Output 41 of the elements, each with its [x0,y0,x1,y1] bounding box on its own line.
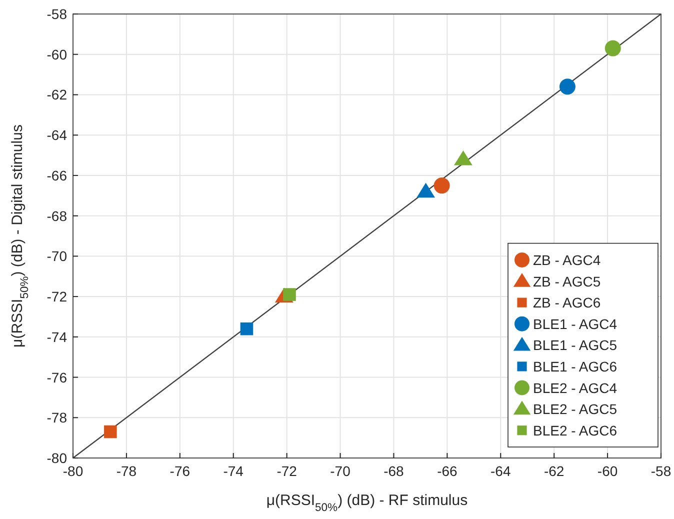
point [559,78,576,95]
x-tick-label: -72 [276,463,298,479]
y-tick-label: -58 [46,6,68,22]
y-tick-label: -62 [46,86,68,103]
x-tick-label: -76 [170,463,190,479]
y-tick-label: -78 [46,410,68,426]
x-tick-label: -78 [116,463,137,479]
y-tick-label: -68 [46,208,68,224]
x-tick-label: -68 [384,463,404,479]
x-tick-label: -58 [650,463,672,479]
x-tick-label: -66 [437,463,458,479]
point [454,150,472,166]
x-tick-label: -70 [330,463,351,479]
legend-label: ZB - AGC6 [533,294,601,311]
y-tick-label: -70 [46,248,68,264]
y-tick-label: -80 [46,450,68,466]
x-axis-title: μ(RSSI$_{50%}$) (dB) - RF stimulus [266,492,468,514]
legend-label: BLE1 - AGC6 [533,358,618,374]
legend-label: ZB - AGC5 [533,273,601,290]
x-tick-label: -74 [223,463,244,479]
y-tick-label: -74 [46,328,68,345]
legend-label: BLE2 - AGC4 [533,380,618,396]
y-tick-label: -76 [46,369,68,386]
x-tick-label: -62 [544,463,564,479]
point [104,425,117,438]
point [434,178,450,194]
x-tick-label: -60 [597,463,618,479]
y-tick-label: -64 [46,127,68,144]
legend-label: BLE2 - AGC5 [533,401,618,418]
y-tick-label: -72 [46,288,68,305]
point [240,322,254,336]
legend-label: ZB - AGC4 [533,252,601,268]
point [604,40,621,56]
legend-label: BLE1 - AGC4 [533,316,618,332]
x-tick-label: -64 [490,463,511,479]
point [416,182,435,198]
y-tick-label: -66 [46,167,68,184]
x-tick-label: -80 [62,463,84,479]
y-tick-label: -60 [46,46,68,62]
legend-label: BLE2 - AGC6 [533,422,618,438]
legend-label: BLE1 - AGC5 [533,337,618,354]
